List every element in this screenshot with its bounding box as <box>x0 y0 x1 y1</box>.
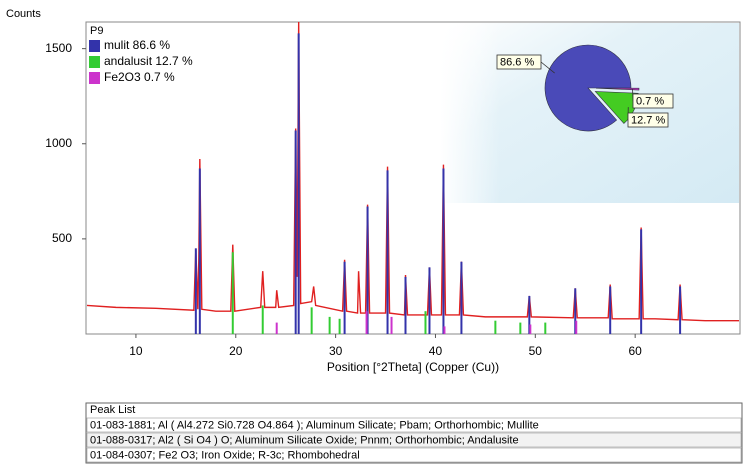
y-tick-label: 1500 <box>45 41 72 55</box>
pie-label-box <box>632 93 674 109</box>
peak-list-row-text: 01-088-0317; Al2 ( Si O4 ) O; Aluminum S… <box>90 434 519 446</box>
legend-label: Fe2O3 0.7 % <box>104 70 175 84</box>
x-tick-label: 30 <box>329 344 343 358</box>
peak-list-row <box>86 432 742 448</box>
pie-label-box <box>627 112 669 128</box>
plot-shade-fade <box>440 23 500 203</box>
legend-label: andalusit 12.7 % <box>104 54 193 68</box>
pie-inset: 86.6 % 12.7 % 0.7 % <box>496 44 674 132</box>
plot: 500 1000 1500 10 20 30 40 50 60 mulit 86.6 % andal… <box>45 21 740 358</box>
y-tick-label: 1000 <box>45 136 72 150</box>
panel-label: P9 <box>90 25 103 37</box>
x-tick-label: 60 <box>628 344 642 358</box>
pie-leader <box>540 61 555 74</box>
legend-label: mulit 86.6 % <box>104 38 170 52</box>
x-tick-label: 20 <box>229 344 243 358</box>
x-tick-label: 10 <box>129 344 143 358</box>
peak-list-row-text: 01-084-0307; Fe2 O3; Iron Oxide; R-3c; R… <box>90 449 360 461</box>
peak-list-rows: 01-083-1881; Al ( Al4.272 Si0.728 O4.864… <box>86 417 742 463</box>
pie-value-label: 0.7 % <box>636 95 664 107</box>
pie-slice <box>594 91 639 124</box>
x-tick-label: 40 <box>429 344 443 358</box>
pie-slice <box>595 87 640 91</box>
pie-value-label: 86.6 % <box>500 56 534 68</box>
pie-slice <box>544 44 632 132</box>
peak-list-title: Peak List <box>90 404 135 416</box>
legend-swatch <box>89 72 100 84</box>
peak-list-row <box>86 417 742 433</box>
x-axis-title: Position [°2Theta] (Copper (Cu)) <box>327 360 499 374</box>
pie-value-label: 12.7 % <box>631 114 665 126</box>
legend-swatch <box>89 56 100 68</box>
x-tick-label: 50 <box>529 344 543 358</box>
peak-list-row <box>86 447 742 463</box>
legend-swatch <box>89 40 100 52</box>
peak-list-row-text: 01-083-1881; Al ( Al4.272 Si0.728 O4.864… <box>90 419 539 431</box>
y-tick-label: 500 <box>52 231 72 245</box>
y-axis-title: Counts <box>6 8 41 20</box>
pie-label-box <box>496 54 542 70</box>
